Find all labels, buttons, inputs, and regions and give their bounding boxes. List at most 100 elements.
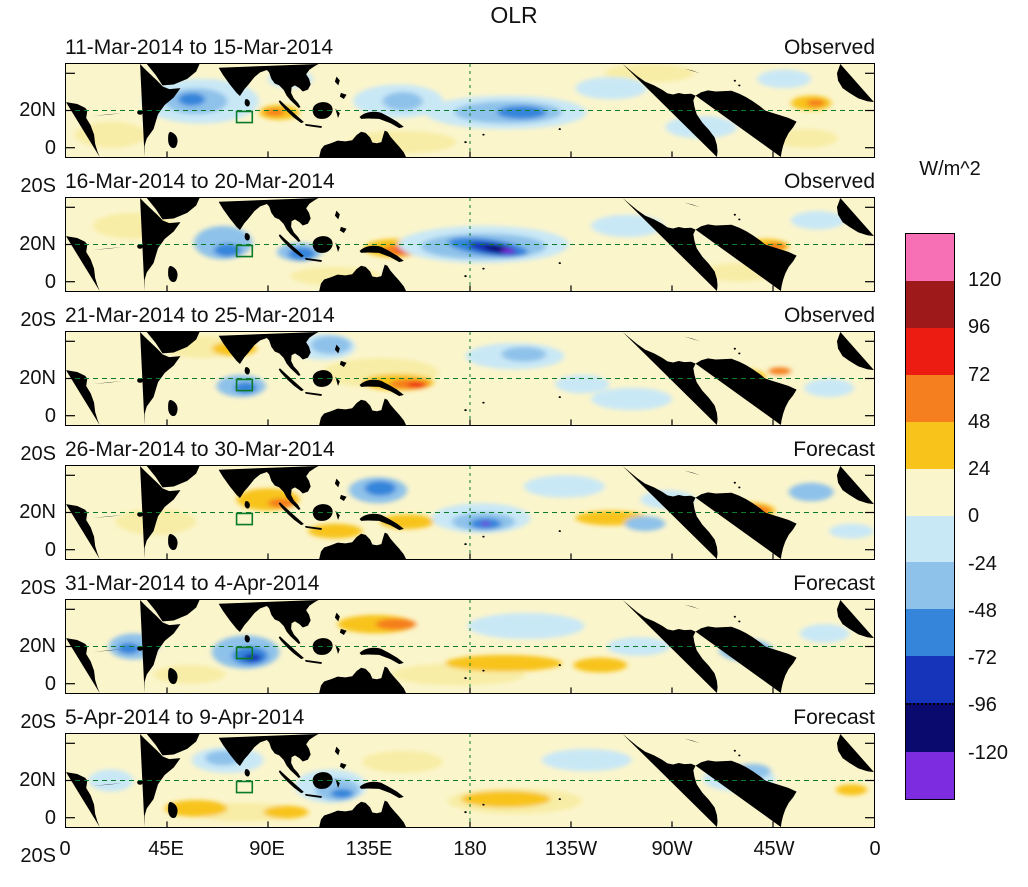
axis-ticks — [66, 743, 874, 827]
map-svg-6 — [66, 734, 874, 827]
xtick-90w: 90W — [651, 838, 693, 860]
xtick-0b: 0 — [869, 838, 881, 860]
xtick-90e: 90E — [249, 838, 285, 860]
anomaly-map-3 — [65, 331, 875, 426]
axis-ticks — [66, 475, 874, 559]
anomaly-blobs — [108, 613, 850, 686]
ytick-0: 0 — [44, 673, 56, 695]
ytick-20s: 20S — [20, 845, 56, 867]
map-svg-1 — [66, 64, 874, 157]
panel-6-period: 5-Apr-2014 to 9-Apr-2014 — [65, 706, 305, 729]
ytick-20n: 20N — [19, 233, 56, 255]
x-axis-labels: 0 45E 90E 135E 180 135W 90W 45W 0 — [0, 838, 1028, 864]
ytick-20s: 20S — [20, 577, 56, 599]
panel-4: 26-Mar-2014 to 30-Mar-2014 Forecast 20N … — [0, 438, 1028, 599]
cbar-level-24: 24 — [968, 458, 991, 480]
axis-ticks — [66, 207, 874, 291]
ytick-0: 0 — [44, 539, 56, 561]
cbar-level-m120: -120 — [968, 742, 1009, 764]
anomaly-blobs — [115, 475, 874, 539]
ytick-0: 0 — [44, 405, 56, 427]
xtick-135e: 135E — [345, 838, 393, 860]
cbar-level-72: 72 — [968, 364, 991, 386]
panel-2-period: 16-Mar-2014 to 20-Mar-2014 — [65, 170, 335, 193]
panel-5-period: 31-Mar-2014 to 4-Apr-2014 — [65, 572, 320, 595]
cbar-level-96: 96 — [968, 316, 991, 338]
panel-5-source: Forecast — [793, 572, 875, 595]
ytick-20s: 20S — [20, 309, 56, 331]
ytick-20s: 20S — [20, 443, 56, 465]
colorbar-units-label: W/m^2 — [919, 158, 981, 180]
cbar-cell-gold — [906, 421, 954, 469]
cbar-level-m24: -24 — [968, 553, 997, 575]
cbar-level-m48: -48 — [968, 600, 997, 622]
ytick-0: 0 — [44, 271, 56, 293]
cbar-level-m72: -72 — [968, 647, 997, 669]
anomaly-map-4 — [65, 465, 875, 560]
xtick-0a: 0 — [59, 838, 71, 860]
figure-title: OLR — [490, 2, 538, 28]
target-region-box — [237, 111, 253, 122]
xtick-45e: 45E — [148, 838, 184, 860]
cbar-cell-pink — [906, 234, 954, 281]
ytick-20n: 20N — [19, 99, 56, 121]
ytick-20n: 20N — [19, 635, 56, 657]
cbar-level-120: 120 — [968, 269, 1002, 291]
target-region-box — [237, 647, 253, 658]
cbar-cell-orange — [906, 374, 954, 422]
xtick-45w: 45W — [753, 838, 795, 860]
anomaly-blobs — [74, 64, 839, 154]
panel-4-period: 26-Mar-2014 to 30-Mar-2014 — [65, 438, 335, 461]
ytick-0: 0 — [44, 807, 56, 829]
cbar-level-m96: -96 — [968, 694, 997, 716]
map-svg-4 — [66, 466, 874, 559]
map-svg-5 — [66, 600, 874, 693]
ytick-20s: 20S — [20, 175, 56, 197]
cbar-cell-blue — [906, 609, 954, 657]
panel-1-period: 11-Mar-2014 to 15-Mar-2014 — [65, 36, 334, 59]
anomaly-map-2 — [65, 197, 875, 292]
panel-3: 21-Mar-2014 to 25-Mar-2014 Observed 20N … — [0, 304, 1028, 465]
panel-2: 16-Mar-2014 to 20-Mar-2014 Observed 20N … — [0, 170, 1028, 331]
xtick-135w: 135W — [544, 838, 598, 860]
panel-4-source: Forecast — [793, 438, 875, 461]
cbar-cell-darkred — [906, 280, 954, 328]
cbar-level-0: 0 — [968, 505, 980, 527]
target-region-box — [237, 245, 253, 256]
panel-3-source: Observed — [783, 304, 875, 327]
ytick-20n: 20N — [19, 367, 56, 389]
panel-1: 11-Mar-2014 to 15-Mar-2014 Observed 20N … — [0, 36, 1028, 197]
xtick-180: 180 — [453, 838, 487, 860]
anomaly-map-5 — [65, 599, 875, 694]
cbar-cell-lightblue — [906, 562, 954, 610]
ytick-20n: 20N — [19, 501, 56, 523]
map-svg-3 — [66, 332, 874, 425]
ytick-0: 0 — [44, 137, 56, 159]
target-region-box — [237, 379, 253, 390]
panel-3-period: 21-Mar-2014 to 25-Mar-2014 — [65, 304, 335, 327]
colorbar — [905, 233, 955, 800]
axis-ticks — [66, 73, 874, 157]
target-region-box — [237, 781, 253, 792]
panel-6-source: Forecast — [793, 706, 875, 729]
ytick-20n: 20N — [19, 769, 56, 791]
axis-ticks — [66, 609, 874, 693]
panel-5: 31-Mar-2014 to 4-Apr-2014 Forecast 20N 0… — [0, 572, 1028, 733]
cbar-level-48: 48 — [968, 411, 991, 433]
anomaly-map-1 — [65, 63, 875, 158]
target-region-box — [237, 513, 253, 524]
ytick-20s: 20S — [20, 711, 56, 733]
cbar-cell-paleblue — [906, 515, 954, 563]
cbar-cell-violet — [906, 752, 954, 800]
cbar-cell-navy — [906, 703, 954, 753]
map-svg-2 — [66, 198, 874, 291]
panel-2-source: Observed — [783, 170, 875, 193]
anomaly-map-6 — [65, 733, 875, 828]
cbar-cell-deepblue — [906, 656, 954, 704]
axis-ticks — [66, 341, 874, 425]
cbar-cell-cream — [906, 468, 954, 516]
panel-6: 5-Apr-2014 to 9-Apr-2014 Forecast 20N 0 … — [0, 706, 1028, 867]
panel-1-source: Observed — [783, 36, 875, 59]
cbar-cell-red — [906, 327, 954, 375]
